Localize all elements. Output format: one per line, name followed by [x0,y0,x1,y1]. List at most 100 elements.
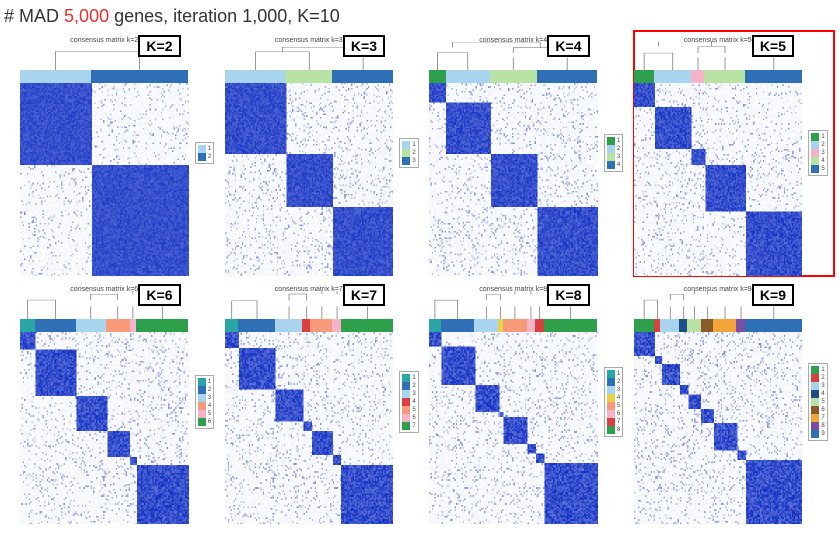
legend-label: 1 [617,371,620,377]
legend-item: 4 [198,402,211,410]
legend-label: 1 [617,138,620,144]
consensus-heatmap [429,83,598,276]
legend-swatch [402,149,410,157]
legend: 12 [189,31,221,276]
legend-item: 2 [402,382,415,390]
legend-label: 7 [412,423,415,429]
legend-item: 1 [402,374,415,382]
legend-item: 3 [402,157,415,165]
legend-item: 4 [811,390,824,398]
legend-swatch [402,390,410,398]
legend-swatch [198,402,206,410]
legend-label: 1 [821,134,824,140]
legend: 1 2 3 456 [189,280,221,525]
panel-grid: K=2consensus matrix k=2 12K=3consensus m… [0,29,840,530]
legend-label: 1 [208,379,211,385]
legend-label: 3 [821,383,824,389]
legend-swatch [402,398,410,406]
legend-label: 5 [821,166,824,172]
consensus-heatmap [225,332,394,525]
legend-item: 1 [198,145,211,153]
legend-swatch [811,374,819,382]
legend-swatch [811,133,819,141]
legend-swatch [607,378,615,386]
legend-item: 7 [402,422,415,430]
legend-swatch [402,406,410,414]
legend-label: 4 [617,395,620,401]
legend-label: 2 [208,154,211,160]
legend-item: 4 [607,394,620,402]
legend-label: 6 [412,415,415,421]
legend-label: 3 [821,150,824,156]
consensus-panel-k5: K=5consensus matrix k=5 12345 [634,31,835,276]
legend-label: 6 [821,407,824,413]
legend-swatch [198,386,206,394]
legend-swatch [198,394,206,402]
legend-label: 4 [821,391,824,397]
consensus-panel-k3: K=3consensus matrix k=3 123 [225,31,426,276]
legend-swatch [811,390,819,398]
legend-label: 1 [208,146,211,152]
legend-swatch [607,426,615,434]
title-part1: MAD [19,6,59,26]
legend-item: 1 [811,366,824,374]
legend-swatch [198,378,206,386]
legend: 12345678 [598,280,630,525]
legend-label: 3 [617,154,620,160]
legend: 123 [393,31,425,276]
cluster-colorbar [225,70,394,80]
legend-label: 1 [821,367,824,373]
legend-swatch [607,402,615,410]
legend-label: 4 [821,158,824,164]
legend-label: 8 [821,423,824,429]
cluster-colorbar [429,319,598,329]
legend-swatch [811,165,819,173]
legend-item: 5 [198,410,211,418]
legend-label: 3 [208,395,211,401]
legend-label: 5 [617,403,620,409]
legend-swatch [607,137,615,145]
legend-item: 2 [402,149,415,157]
legend-swatch [811,157,819,165]
k-label: K=8 [547,284,589,306]
legend-item: 3 [402,390,415,398]
consensus-panel-k9: K=9consensus matrix k=9 123456789 [634,280,835,525]
legend-item: 6 [198,418,211,426]
cluster-colorbar [20,70,189,80]
legend-label: 5 [821,399,824,405]
legend-swatch [402,374,410,382]
legend-swatch [811,366,819,374]
legend-item: 2 [607,378,620,386]
page-title: # MAD 5,000 genes, iteration 1,000, K=10 [0,0,840,29]
legend-swatch [811,382,819,390]
legend-item: 2 [607,145,620,153]
consensus-heatmap [225,83,394,276]
k-label: K=2 [138,35,180,57]
legend-label: 4 [412,399,415,405]
legend: 123 4 5 [802,31,834,276]
legend-label: 8 [617,427,620,433]
legend-item: 1 [402,141,415,149]
legend-label: 7 [821,415,824,421]
legend-item: 9 [811,430,824,438]
title-prefix: # [4,6,14,26]
legend-label: 4 [208,403,211,409]
consensus-panel-k8: K=8consensus matrix k=8 12345678 [429,280,630,525]
legend-item: 3 [811,149,824,157]
cluster-colorbar [634,70,803,80]
legend-item: 6 [402,414,415,422]
k-label: K=3 [343,35,385,57]
legend-swatch [402,157,410,165]
legend-label: 3 [412,158,415,164]
legend-item: 8 [811,422,824,430]
legend-item: 3 [811,382,824,390]
legend: 1 2 3 4 5 6 7 89 [802,280,834,525]
legend-swatch [198,410,206,418]
legend-item: 6 [607,410,620,418]
legend-item: 2 [811,141,824,149]
legend-label: 2 [208,387,211,393]
legend-item: 5 [402,406,415,414]
legend-swatch [811,149,819,157]
legend-label: 2 [821,375,824,381]
legend-item: 3 [607,153,620,161]
